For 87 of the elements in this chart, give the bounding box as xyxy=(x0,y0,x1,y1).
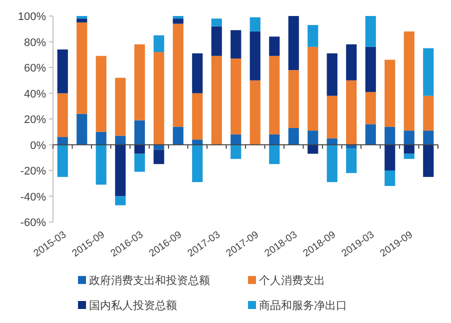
bar xyxy=(346,80,357,145)
bar xyxy=(57,49,68,94)
bar xyxy=(326,53,338,96)
bar xyxy=(154,52,164,145)
y-tick-label: 20% xyxy=(24,114,46,126)
bar xyxy=(288,128,299,145)
bar xyxy=(76,18,88,22)
bar xyxy=(384,60,396,127)
bar xyxy=(96,56,106,132)
bar xyxy=(192,93,203,140)
y-tick-label: 100% xyxy=(18,11,46,23)
bar xyxy=(308,25,318,47)
bar xyxy=(76,114,88,145)
bar xyxy=(57,137,68,145)
bar xyxy=(384,144,396,170)
bar xyxy=(211,26,222,56)
bar xyxy=(57,144,68,177)
bar xyxy=(365,16,376,47)
y-tick-label: -40% xyxy=(20,191,46,204)
bar xyxy=(192,144,203,182)
bar xyxy=(384,170,396,186)
bar xyxy=(230,134,242,145)
bar xyxy=(308,130,318,145)
bar xyxy=(423,130,434,145)
bar xyxy=(326,138,338,145)
bar xyxy=(154,150,164,164)
legend-label: 个人消费支出 xyxy=(259,274,325,287)
y-tick-label: -60% xyxy=(20,217,46,229)
bar xyxy=(365,46,376,92)
bar xyxy=(172,24,184,127)
bar xyxy=(423,48,434,96)
bar xyxy=(308,46,318,131)
bar xyxy=(115,196,126,206)
bar xyxy=(192,53,203,94)
bar xyxy=(365,124,376,145)
bar xyxy=(172,16,184,19)
legend-label: 国内私人投资总额 xyxy=(89,299,177,312)
bar xyxy=(404,31,414,131)
bar xyxy=(269,134,280,145)
bar xyxy=(76,22,88,114)
bar xyxy=(250,31,260,80)
bar xyxy=(230,144,242,159)
bar xyxy=(115,144,126,196)
bar xyxy=(326,144,338,182)
y-tick-label: 80% xyxy=(24,36,46,49)
bar xyxy=(250,17,260,32)
bar xyxy=(172,126,184,145)
bar xyxy=(211,56,222,145)
bar xyxy=(134,44,145,120)
bar xyxy=(346,148,357,174)
bar xyxy=(404,154,414,159)
y-tick-label: 60% xyxy=(24,62,46,74)
bar xyxy=(154,35,164,52)
bar xyxy=(384,126,396,145)
bar xyxy=(76,16,88,19)
bar xyxy=(269,144,280,164)
bar xyxy=(423,96,434,131)
bar xyxy=(230,58,242,134)
bar xyxy=(211,18,222,26)
bar xyxy=(230,30,242,58)
legend-label: 政府消费支出和投资总额 xyxy=(89,274,210,287)
bar xyxy=(288,70,299,128)
bar xyxy=(96,144,106,185)
bar xyxy=(134,154,145,172)
bar xyxy=(96,132,106,145)
bar xyxy=(134,144,145,154)
bar xyxy=(134,120,145,145)
bar xyxy=(404,144,414,154)
bar xyxy=(288,16,299,70)
bar xyxy=(192,140,203,145)
bar xyxy=(269,56,280,134)
y-tick-label: 0% xyxy=(30,140,46,152)
bar xyxy=(57,93,68,138)
bar xyxy=(115,78,126,136)
legend-label: 商品和服务净出口 xyxy=(259,299,347,312)
bar xyxy=(172,18,184,24)
bar xyxy=(423,144,434,177)
bar xyxy=(269,36,280,56)
bar xyxy=(346,44,357,80)
bar xyxy=(404,130,414,145)
bar xyxy=(115,136,126,145)
bar xyxy=(308,144,318,154)
bar xyxy=(365,92,376,124)
y-tick-label: 40% xyxy=(24,88,46,100)
y-tick-label: -20% xyxy=(20,166,46,178)
bar xyxy=(250,80,260,145)
bar xyxy=(326,96,338,138)
